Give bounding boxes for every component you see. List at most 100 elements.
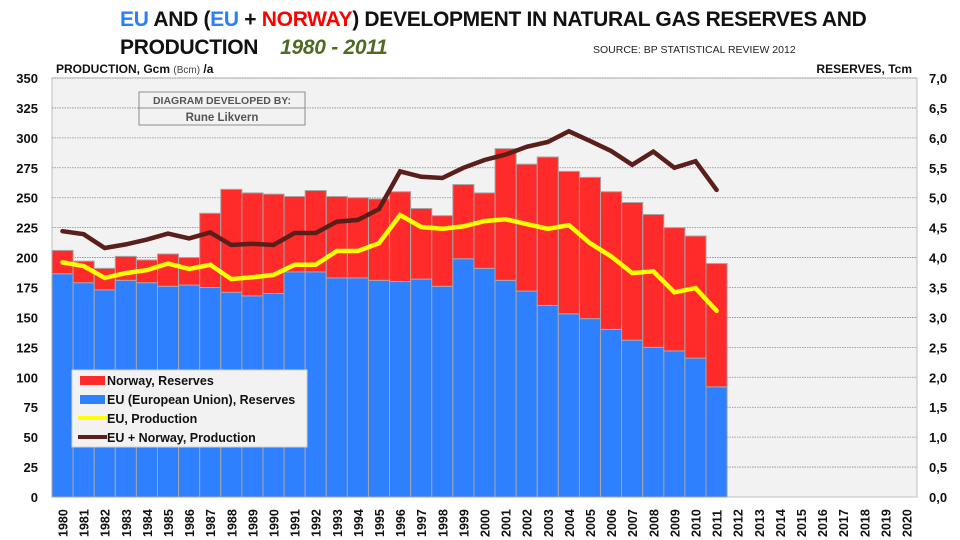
x-tick-label: 1997 bbox=[415, 509, 429, 537]
bar-eu-reserves bbox=[621, 339, 644, 498]
bar-eu-reserves bbox=[494, 279, 517, 498]
legend-swatch bbox=[80, 395, 105, 404]
bar-norway-reserves bbox=[452, 184, 475, 260]
chart-title-line1: EU AND (EU + NORWAY) DEVELOPMENT IN NATU… bbox=[120, 8, 867, 32]
x-tick-label: 2009 bbox=[668, 509, 682, 537]
bar-eu-reserves bbox=[705, 386, 728, 498]
legend-swatch bbox=[80, 376, 105, 385]
credit-line2: Rune Likvern bbox=[186, 112, 259, 124]
bar-eu-reserves bbox=[304, 271, 327, 498]
title-part: + bbox=[238, 8, 262, 31]
y-tick-right: 2,5 bbox=[929, 340, 947, 355]
y-tick-left: 275 bbox=[16, 161, 38, 176]
bar-eu-reserves bbox=[536, 304, 559, 498]
bar-eu-reserves bbox=[367, 279, 391, 498]
y-tick-right: 5,5 bbox=[929, 161, 947, 176]
bar-norway-reserves bbox=[178, 257, 201, 286]
y-tick-left: 50 bbox=[24, 430, 38, 445]
x-tick-label: 1990 bbox=[268, 509, 282, 537]
y-axis-label-left: PRODUCTION, Gcm (Bcm) /a bbox=[56, 62, 214, 76]
x-tick-label: 1995 bbox=[373, 509, 387, 537]
bar-eu-reserves bbox=[410, 278, 433, 498]
y-tick-left: 200 bbox=[16, 251, 38, 266]
bar-norway-reserves bbox=[705, 263, 728, 388]
bar-norway-reserves bbox=[473, 192, 496, 269]
x-tick-label: 1983 bbox=[120, 509, 134, 537]
title-part: EU bbox=[210, 8, 239, 31]
x-tick-label: 2020 bbox=[900, 509, 914, 537]
y-tick-right: 7,0 bbox=[929, 71, 947, 86]
x-tick-label: 1989 bbox=[246, 509, 260, 537]
bar-eu-reserves bbox=[642, 346, 665, 498]
x-tick-label: 1987 bbox=[204, 509, 218, 537]
bar-eu-reserves bbox=[557, 313, 580, 498]
credit-line1: DIAGRAM DEVELOPED BY: bbox=[153, 95, 291, 107]
x-tick-label: 2007 bbox=[626, 509, 640, 537]
y-tick-right: 1,5 bbox=[929, 400, 947, 415]
x-tick-label: 2000 bbox=[479, 509, 493, 537]
bar-eu-reserves bbox=[452, 258, 475, 498]
y-tick-left: 250 bbox=[16, 191, 38, 206]
y-tick-left: 225 bbox=[16, 221, 38, 236]
bar-eu-reserves bbox=[389, 281, 412, 498]
x-tick-label: 2002 bbox=[521, 509, 535, 537]
bar-norway-reserves bbox=[410, 207, 433, 280]
bar-eu-reserves bbox=[51, 273, 74, 498]
y-tick-right: 3,0 bbox=[929, 310, 947, 325]
x-tick-label: 2012 bbox=[732, 509, 746, 537]
y-tick-left: 175 bbox=[16, 281, 38, 296]
y-tick-left: 100 bbox=[16, 370, 38, 385]
x-tick-label: 1981 bbox=[78, 509, 92, 537]
bar-norway-reserves bbox=[346, 197, 369, 279]
y-tick-right: 6,0 bbox=[929, 131, 947, 146]
line-eu-norway-production bbox=[60, 128, 719, 251]
y-tick-right: 1,0 bbox=[929, 430, 947, 445]
x-tick-label: 2008 bbox=[647, 509, 661, 537]
y-tick-left: 325 bbox=[16, 101, 38, 116]
x-tick-label: 1988 bbox=[225, 509, 239, 537]
x-tick-label: 2019 bbox=[879, 509, 893, 537]
y-tick-right: 3,5 bbox=[929, 281, 947, 296]
bar-eu-reserves bbox=[346, 277, 369, 498]
y-tick-left: 350 bbox=[16, 71, 38, 86]
x-tick-label: 1991 bbox=[289, 509, 303, 537]
y-tick-right: 5,0 bbox=[929, 191, 947, 206]
y-tick-right: 6,5 bbox=[929, 101, 947, 116]
bar-norway-reserves bbox=[536, 156, 559, 306]
y-tick-left: 125 bbox=[16, 340, 38, 355]
bar-norway-reserves bbox=[389, 191, 412, 283]
title-part: NORWAY bbox=[261, 8, 353, 31]
legend-box bbox=[71, 369, 308, 448]
x-tick-label: 2013 bbox=[753, 509, 767, 537]
y-tick-left: 25 bbox=[24, 460, 38, 475]
y-axis-label-right: RESERVES, Tcm bbox=[816, 62, 912, 76]
x-tick-label: 2003 bbox=[542, 509, 556, 537]
chart-title-line2: PRODUCTION 1980 - 2011 bbox=[120, 36, 388, 60]
bar-eu-reserves bbox=[578, 318, 602, 498]
x-tick-label: 2018 bbox=[858, 509, 872, 537]
x-tick-label: 1999 bbox=[457, 509, 471, 537]
line-eu-production bbox=[60, 212, 719, 314]
x-tick-label: 2010 bbox=[689, 509, 703, 537]
x-tick-label: 2001 bbox=[500, 509, 514, 537]
legend-label: Norway, Reserves bbox=[107, 374, 214, 388]
x-tick-label: 1986 bbox=[183, 509, 197, 537]
x-tick-label: 1982 bbox=[99, 509, 113, 537]
x-tick-label: 1993 bbox=[331, 509, 345, 537]
bar-norway-reserves bbox=[557, 170, 580, 315]
bar-eu-reserves bbox=[684, 357, 707, 498]
x-tick-label: 2004 bbox=[563, 509, 577, 537]
x-tick-label: 2017 bbox=[837, 509, 851, 537]
x-tick-label: 2005 bbox=[584, 509, 598, 537]
title-years: 1980 - 2011 bbox=[280, 36, 388, 59]
bar-eu-reserves bbox=[663, 350, 686, 498]
bar-norway-reserves bbox=[325, 196, 348, 279]
y-tick-left: 150 bbox=[16, 310, 38, 325]
x-tick-label: 1994 bbox=[352, 509, 366, 537]
bar-eu-reserves bbox=[600, 328, 623, 498]
y-tick-left: 300 bbox=[16, 131, 38, 146]
x-tick-label: 2015 bbox=[795, 509, 809, 537]
bar-norway-reserves bbox=[156, 253, 180, 287]
x-tick-label: 1980 bbox=[57, 509, 71, 537]
x-tick-label: 2014 bbox=[774, 509, 788, 537]
